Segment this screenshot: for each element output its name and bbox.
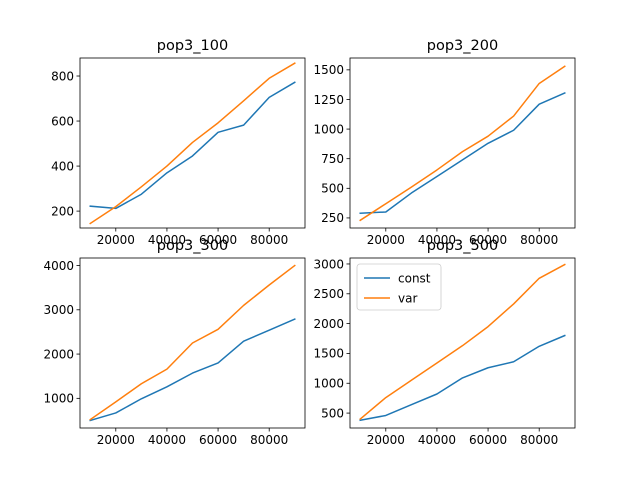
y-tick-label: 1500: [313, 347, 344, 361]
x-tick-label: 40000: [148, 233, 186, 247]
x-tick-label: 60000: [199, 233, 237, 247]
axes-frame: [349, 257, 576, 429]
x-tick-label: 20000: [97, 433, 135, 447]
y-tick-label: 400: [51, 159, 74, 173]
y-tick-label: 2500: [313, 287, 344, 301]
axes-frame: [79, 57, 306, 229]
legend-label-const: const: [398, 271, 431, 285]
y-tick-label: 1000: [313, 377, 344, 391]
y-tick-label: 2000: [43, 347, 74, 361]
x-tick-label: 40000: [148, 433, 186, 447]
y-tick-label: 2000: [313, 317, 344, 331]
y-tick-label: 1250: [313, 93, 344, 107]
series-line-const: [89, 81, 296, 210]
subplot-1: 20000 40000 60000 80000 200 400 600 800 pop3_100: [51, 38, 306, 247]
subplot-title: pop3_500: [427, 238, 498, 254]
x-tick-label: 20000: [97, 233, 135, 247]
x-tick-label: 60000: [469, 233, 507, 247]
x-tick-label: 60000: [469, 433, 507, 447]
y-tick-label: 800: [51, 69, 74, 83]
subplot-2: 20000 40000 60000 80000 250 500 750 1000 1250 150…: [313, 38, 576, 247]
y-tick-label: 750: [321, 152, 344, 166]
series-line-var: [89, 62, 296, 225]
y-tick-label: 600: [51, 114, 74, 128]
subplot-title: pop3_100: [157, 38, 228, 54]
series-line-var: [359, 65, 566, 222]
x-tick-label: 20000: [367, 233, 405, 247]
subplot-4: 20000 40000 60000 80000 500 1000 1500 2000 2500 3…: [313, 238, 576, 447]
subplot-title: pop3_300: [157, 238, 228, 254]
axes-frame: [79, 257, 306, 429]
y-tick-label: 1500: [313, 63, 344, 77]
y-tick-label: 1000: [43, 392, 74, 406]
series-line-var: [89, 264, 296, 421]
y-tick-label: 250: [321, 211, 344, 225]
y-tick-label: 4000: [43, 259, 74, 273]
y-tick-label: 500: [321, 406, 344, 420]
x-tick-label: 80000: [520, 233, 558, 247]
x-tick-label: 80000: [250, 433, 288, 447]
legend: const var: [356, 263, 442, 311]
series-line-var: [359, 263, 566, 421]
y-tick-label: 1000: [313, 122, 344, 136]
y-tick-label: 200: [51, 204, 74, 218]
series-line-const: [89, 318, 296, 422]
x-tick-label: 60000: [199, 433, 237, 447]
subplot-3: 20000 40000 60000 80000 1000 2000 3000 4000 pop3…: [43, 238, 306, 447]
x-tick-label: 20000: [367, 433, 405, 447]
legend-label-var: var: [398, 291, 417, 305]
y-tick-label: 500: [321, 182, 344, 196]
series-line-const: [359, 334, 566, 422]
x-tick-label: 40000: [418, 433, 456, 447]
x-tick-label: 80000: [250, 233, 288, 247]
y-tick-label: 3000: [43, 303, 74, 317]
axes-frame: [349, 57, 576, 229]
subplot-title: pop3_200: [427, 38, 498, 54]
x-tick-label: 40000: [418, 233, 456, 247]
y-tick-label: 3000: [313, 257, 344, 271]
x-tick-label: 80000: [520, 433, 558, 447]
series-line-const: [359, 91, 566, 214]
